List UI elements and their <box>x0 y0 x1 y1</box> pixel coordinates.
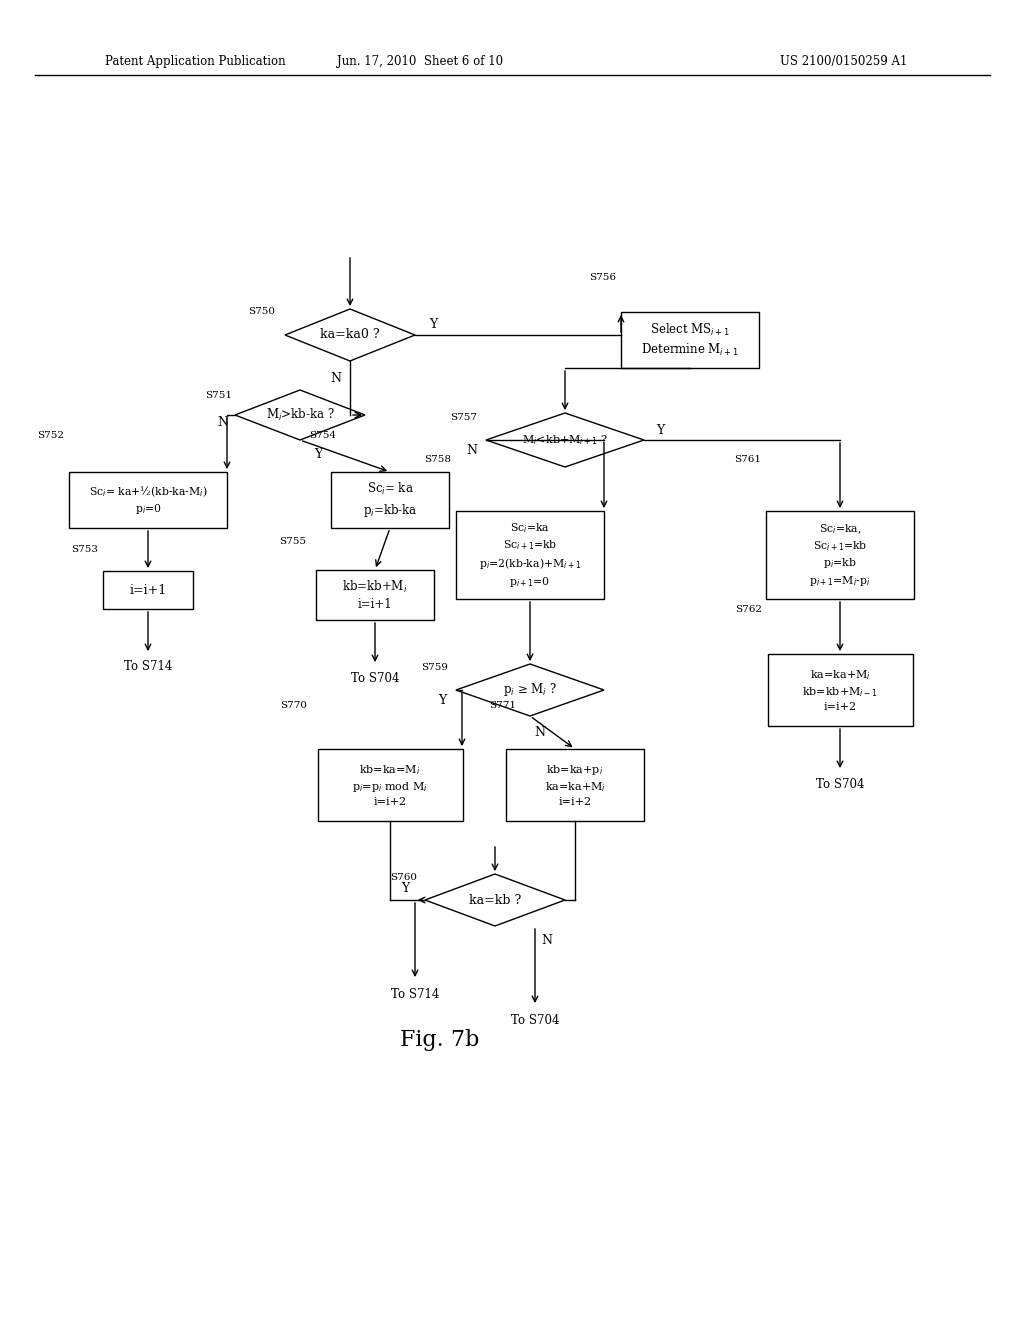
Text: To S714: To S714 <box>391 989 439 1002</box>
Text: S752: S752 <box>37 432 63 441</box>
Text: S758: S758 <box>424 454 451 463</box>
Text: p$_i$ ≥ M$_i$ ?: p$_i$ ≥ M$_i$ ? <box>503 681 557 698</box>
Text: Jun. 17, 2010  Sheet 6 of 10: Jun. 17, 2010 Sheet 6 of 10 <box>337 55 503 69</box>
Text: US 2100/0150259 A1: US 2100/0150259 A1 <box>780 55 907 69</box>
Bar <box>621 312 759 368</box>
Text: S751: S751 <box>205 391 232 400</box>
Text: N: N <box>535 726 546 738</box>
Bar <box>331 473 449 528</box>
Text: kb=ka=M$_i$
p$_i$=p$_i$ mod M$_i$
i=i+2: kb=ka=M$_i$ p$_i$=p$_i$ mod M$_i$ i=i+2 <box>352 763 428 807</box>
Bar <box>69 473 227 528</box>
Text: N: N <box>331 372 341 385</box>
Text: Y: Y <box>400 882 410 895</box>
Text: Fig. 7b: Fig. 7b <box>400 1030 479 1051</box>
Text: To S704: To S704 <box>816 777 864 791</box>
Text: S754: S754 <box>309 432 336 441</box>
Text: To S704: To S704 <box>511 1015 559 1027</box>
Text: ka=ka+M$_i$
kb=kb+M$_{i-1}$
i=i+2: ka=ka+M$_i$ kb=kb+M$_{i-1}$ i=i+2 <box>802 668 878 711</box>
Text: Select MS$_{i+1}$
Determine M$_{i+1}$: Select MS$_{i+1}$ Determine M$_{i+1}$ <box>641 322 739 358</box>
Text: ka=kb ?: ka=kb ? <box>469 894 521 907</box>
Text: S753: S753 <box>71 544 98 553</box>
Text: S759: S759 <box>421 664 449 672</box>
Text: S750: S750 <box>248 306 275 315</box>
Text: Y: Y <box>429 318 437 331</box>
Bar <box>766 511 914 599</box>
Text: S755: S755 <box>279 537 306 546</box>
Text: Sc$_i$=ka,
Sc$_{i+1}$=kb
p$_i$=kb
p$_{i+1}$=M$_i$-p$_i$: Sc$_i$=ka, Sc$_{i+1}$=kb p$_i$=kb p$_{i+… <box>809 521 870 587</box>
Bar <box>316 570 434 620</box>
Text: S757: S757 <box>450 413 477 422</box>
Text: To S704: To S704 <box>351 672 399 685</box>
Text: M$_i$<kb+M$_{i+1}$ ?: M$_i$<kb+M$_{i+1}$ ? <box>522 433 608 447</box>
Text: Patent Application Publication: Patent Application Publication <box>105 55 286 69</box>
Text: M$_i$>kb-ka ?: M$_i$>kb-ka ? <box>265 407 335 422</box>
Text: kb=ka+p$_i$
ka=ka+M$_i$
i=i+2: kb=ka+p$_i$ ka=ka+M$_i$ i=i+2 <box>545 763 605 807</box>
Text: S761: S761 <box>734 454 761 463</box>
Bar <box>317 748 463 821</box>
Text: Sc$_i$= ka+½(kb-ka-M$_i$)
p$_i$=0: Sc$_i$= ka+½(kb-ka-M$_i$) p$_i$=0 <box>89 484 207 516</box>
Text: S771: S771 <box>489 701 516 710</box>
Text: To S714: To S714 <box>124 660 172 673</box>
Text: Y: Y <box>438 693 446 706</box>
Text: Sc$_i$= ka
p$_i$=kb-ka: Sc$_i$= ka p$_i$=kb-ka <box>362 482 417 519</box>
Text: N: N <box>467 444 477 457</box>
Bar <box>456 511 604 599</box>
Text: Y: Y <box>656 424 665 437</box>
Bar <box>103 572 193 609</box>
Text: ka=ka0 ?: ka=ka0 ? <box>321 329 380 342</box>
Text: i=i+1: i=i+1 <box>129 583 167 597</box>
Text: Y: Y <box>314 447 323 461</box>
Text: N: N <box>542 933 553 946</box>
Bar <box>506 748 644 821</box>
Text: kb=kb+M$_i$
i=i+1: kb=kb+M$_i$ i=i+1 <box>342 578 408 611</box>
Bar <box>768 653 912 726</box>
Text: S760: S760 <box>390 874 417 883</box>
Text: S770: S770 <box>281 701 307 710</box>
Text: Sc$_i$=ka
Sc$_{i+1}$=kb
p$_i$=2(kb-ka)+M$_{i+1}$
p$_{i+1}$=0: Sc$_i$=ka Sc$_{i+1}$=kb p$_i$=2(kb-ka)+M… <box>479 521 581 589</box>
Text: S756: S756 <box>589 273 616 282</box>
Text: N: N <box>217 417 228 429</box>
Text: S762: S762 <box>735 606 763 615</box>
